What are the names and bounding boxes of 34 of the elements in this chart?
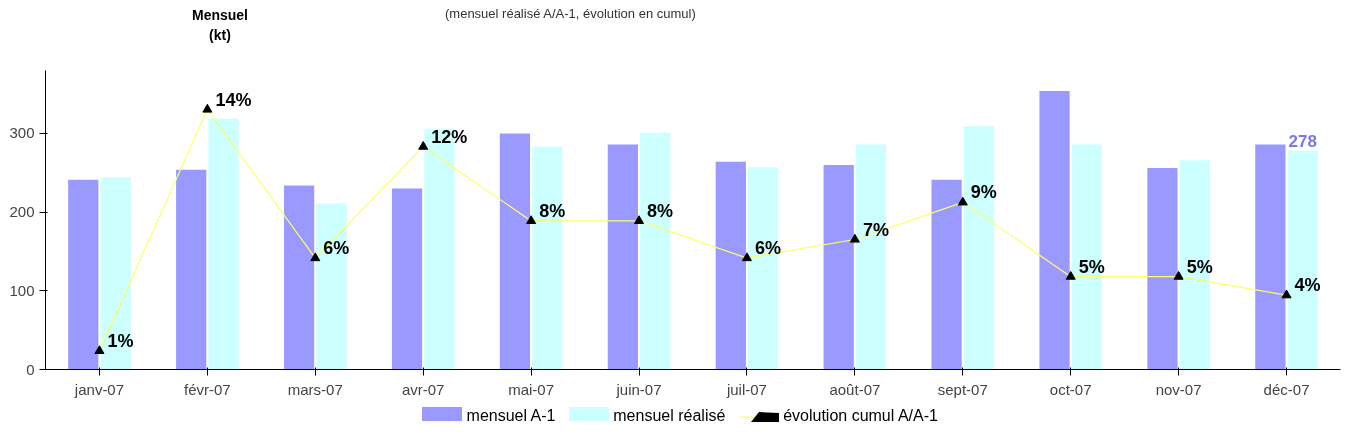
- x-tick-label: avr-07: [401, 380, 445, 398]
- data-label: 6%: [323, 238, 350, 259]
- data-label: 9%: [970, 182, 997, 203]
- y-axis-title: Mensuel (kt): [191, 6, 248, 45]
- x-tick-label: mars-07: [287, 380, 343, 398]
- data-label: 1%: [107, 330, 134, 351]
- x-tick-label: mai-07: [508, 380, 555, 398]
- data-label: 8%: [539, 200, 566, 221]
- legend-label: mensuel réalisé: [613, 407, 726, 424]
- y-tick-label: 200: [9, 203, 35, 221]
- data-label: 4%: [1294, 275, 1321, 296]
- data-label: 5%: [1186, 256, 1213, 277]
- data-label: 5%: [1078, 256, 1105, 277]
- x-tick-label: juil-07: [725, 380, 767, 398]
- data-label: 12%: [431, 126, 468, 147]
- data-label: 278: [1288, 131, 1317, 151]
- x-tick-label: août-07: [829, 380, 881, 398]
- data-label: 8%: [647, 200, 674, 221]
- data-label: 6%: [754, 238, 781, 259]
- y-tick-label: 0: [26, 360, 35, 378]
- x-tick-label: juin-07: [615, 380, 662, 398]
- x-tick-label: sept-07: [937, 380, 988, 398]
- x-tick-label: févr-07: [184, 380, 231, 398]
- x-tick-label: oct-07: [1049, 380, 1092, 398]
- data-label: 7%: [862, 219, 889, 240]
- legend-label: mensuel A-1: [466, 407, 556, 424]
- chart-title: (mensuel réalisé A/A-1, évolution en cumul): [445, 5, 696, 23]
- x-tick-label: janv-07: [73, 380, 125, 398]
- y-tick-label: 300: [9, 124, 35, 142]
- y-tick-label: 100: [9, 281, 35, 299]
- x-tick-label: déc-07: [1263, 380, 1310, 398]
- x-tick-label: nov-07: [1155, 380, 1202, 398]
- legend-label: évolution cumul A/A-1: [783, 407, 938, 424]
- data-label: 14%: [215, 89, 252, 110]
